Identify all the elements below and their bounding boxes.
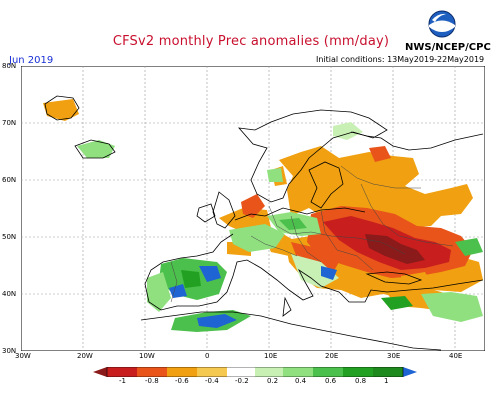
- lon-label-10w: 10W: [139, 352, 155, 360]
- colorbar-label-m1: -1: [119, 377, 126, 385]
- anomaly-map: [21, 66, 485, 351]
- lat-label-80n: 80N: [2, 62, 17, 70]
- colorbar-bin-9: [343, 367, 373, 377]
- noaa-logo: [428, 10, 456, 38]
- colorbar: [93, 367, 417, 377]
- colorbar-label-m08: -0.8: [145, 377, 159, 385]
- colorbar-bin-4: [197, 367, 227, 377]
- colorbar-bin-5: [227, 367, 255, 377]
- agency-label: NWS/NCEP/CPC: [405, 42, 491, 53]
- lon-label-30w: 30W: [15, 352, 31, 360]
- lon-label-30e: 30E: [387, 352, 401, 360]
- initial-conditions: Initial conditions: 13May2019-22May2019: [316, 55, 485, 64]
- lat-label-60n: 60N: [2, 176, 17, 184]
- coastlines: [44, 95, 484, 351]
- colorbar-bin-3: [167, 367, 197, 377]
- lat-label-50n: 50N: [2, 233, 17, 241]
- colorbar-label-m02: -0.2: [235, 377, 249, 385]
- lon-label-10e: 10E: [264, 352, 278, 360]
- colorbar-label-04: 0.4: [295, 377, 307, 385]
- colorbar-bin-7: [283, 367, 313, 377]
- map-title: CFSv2 monthly Prec anomalies (mm/day): [112, 34, 390, 49]
- lon-label-20w: 20W: [77, 352, 93, 360]
- colorbar-bin-2: [137, 367, 167, 377]
- colorbar-label-m04: -0.4: [205, 377, 219, 385]
- lat-label-30n: 30N: [2, 347, 17, 355]
- lat-label-40n: 40N: [2, 290, 17, 298]
- colorbar-label-08: 0.8: [355, 377, 367, 385]
- colorbar-bin-8: [313, 367, 343, 377]
- colorbar-bin-10: [373, 367, 403, 377]
- colorbar-left-arrow: [93, 367, 107, 377]
- wet-anomalies: [77, 122, 483, 332]
- colorbar-label-02: 0.2: [267, 377, 279, 385]
- lat-label-70n: 70N: [2, 119, 17, 127]
- lon-label-20e: 20E: [325, 352, 339, 360]
- colorbar-label-06: 0.6: [325, 377, 337, 385]
- colorbar-label-m06: -0.6: [175, 377, 189, 385]
- country-borders: [170, 165, 454, 303]
- colorbar-label-1: 1: [384, 377, 389, 385]
- colorbar-right-arrow: [403, 367, 417, 377]
- lon-label-40e: 40E: [449, 352, 463, 360]
- colorbar-bin-1: [107, 367, 137, 377]
- lon-label-0: 0: [205, 352, 210, 360]
- colorbar-bin-6: [255, 367, 283, 377]
- forecast-month: Jun 2019: [9, 55, 54, 66]
